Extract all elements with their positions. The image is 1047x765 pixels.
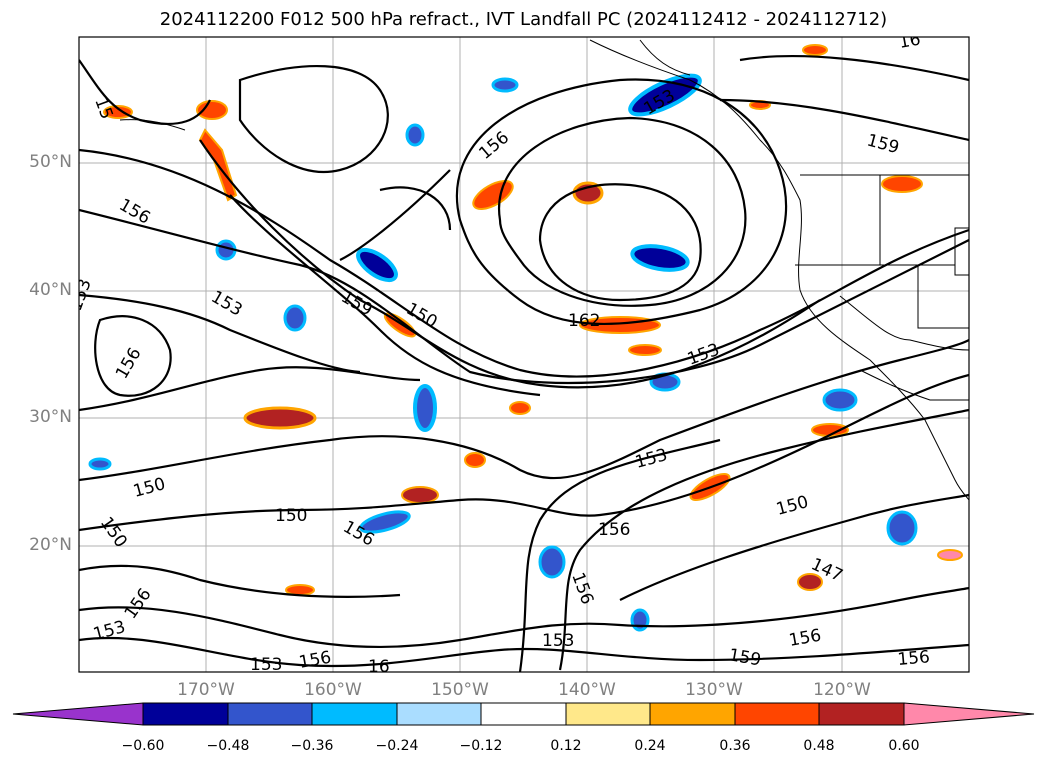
shade-blob-neg (491, 77, 519, 93)
shade-blob-pos (196, 100, 228, 120)
colorbar-swatch (734, 702, 820, 726)
contour-label: 153 (250, 655, 282, 675)
shade-blob-pos (797, 573, 823, 591)
colorbar-tick-label: −0.24 (375, 738, 419, 754)
colorbar-swatch (818, 702, 905, 726)
colorbar-tick-label: 0.36 (719, 738, 751, 754)
lon-label: 160°W (304, 680, 362, 700)
shade-blob-pos (628, 344, 662, 356)
colorbar-tick-label: −0.48 (206, 738, 250, 754)
shade-blob-neg (413, 384, 437, 432)
shade-blob-neg (630, 244, 690, 272)
contour-label: 16 (368, 657, 390, 677)
lat-label: 40°N (29, 280, 72, 300)
colorbar-swatch (396, 702, 482, 726)
shade-blob-neg (88, 457, 112, 471)
colorbar-tick-label: 0.48 (803, 738, 835, 754)
lat-label: 30°N (29, 407, 72, 427)
colorbar-swatch (142, 702, 229, 726)
colorbar-swatch (903, 702, 1035, 726)
shade-blob-pos (881, 175, 923, 193)
contour-label: 150 (275, 506, 307, 526)
lon-label: 130°W (685, 680, 743, 700)
map-border (78, 36, 970, 673)
shade-blob-neg (283, 304, 307, 332)
shade-blob-neg (356, 247, 398, 283)
contour-label: 153 (542, 631, 574, 651)
contour-label: 156 (598, 520, 630, 540)
lat-label: 50°N (29, 152, 72, 172)
shade-blob-pos (401, 486, 439, 504)
colorbar-swatch (12, 702, 144, 726)
shade-blob-pos (802, 44, 828, 56)
colorbar-tick-label: −0.60 (121, 738, 165, 754)
colorbar (12, 702, 1035, 726)
map-title: 2024112200 F012 500 hPa refract., IVT La… (159, 9, 888, 30)
map-plot-area (79, 37, 969, 672)
ivt-contours (79, 54, 969, 672)
shade-blob-pos (937, 549, 963, 561)
shade-blob-neg (405, 123, 425, 147)
colorbar-tick-label: 0.12 (550, 738, 582, 754)
colorbar-tick-label: 0.24 (634, 738, 666, 754)
colorbar-swatch (227, 702, 313, 726)
shade-blob-pos (243, 406, 317, 430)
lon-label: 120°W (813, 680, 871, 700)
colorbar-tick-label: −0.36 (290, 738, 334, 754)
shade-blob-neg (359, 510, 411, 534)
shade-blob-neg (886, 510, 918, 546)
shade-blob-pos (103, 105, 133, 119)
colorbar-swatch (480, 702, 567, 726)
shade-blob-neg (538, 545, 566, 579)
shade-blob-neg (822, 388, 858, 412)
gridlines (79, 37, 969, 672)
coastline (119, 39, 969, 501)
colorbar-tick-label: 0.60 (888, 738, 920, 754)
contour-label: 156 (297, 648, 332, 673)
lon-label: 170°W (177, 680, 235, 700)
colorbar-swatch (565, 702, 651, 726)
colorbar-tick-label: −0.12 (459, 738, 503, 754)
lon-label: 150°W (431, 680, 489, 700)
shade-blob-pos (464, 452, 486, 468)
contour-label: 162 (568, 311, 600, 331)
colorbar-swatch (311, 702, 398, 726)
colorbar-swatch (649, 702, 736, 726)
lat-label: 20°N (29, 535, 72, 555)
shade-blob-pos (509, 401, 531, 415)
contour-label: 16 (897, 29, 922, 52)
shade-blob-pos (285, 584, 315, 596)
lon-label: 140°W (558, 680, 616, 700)
contour-label: 156 (897, 647, 931, 670)
